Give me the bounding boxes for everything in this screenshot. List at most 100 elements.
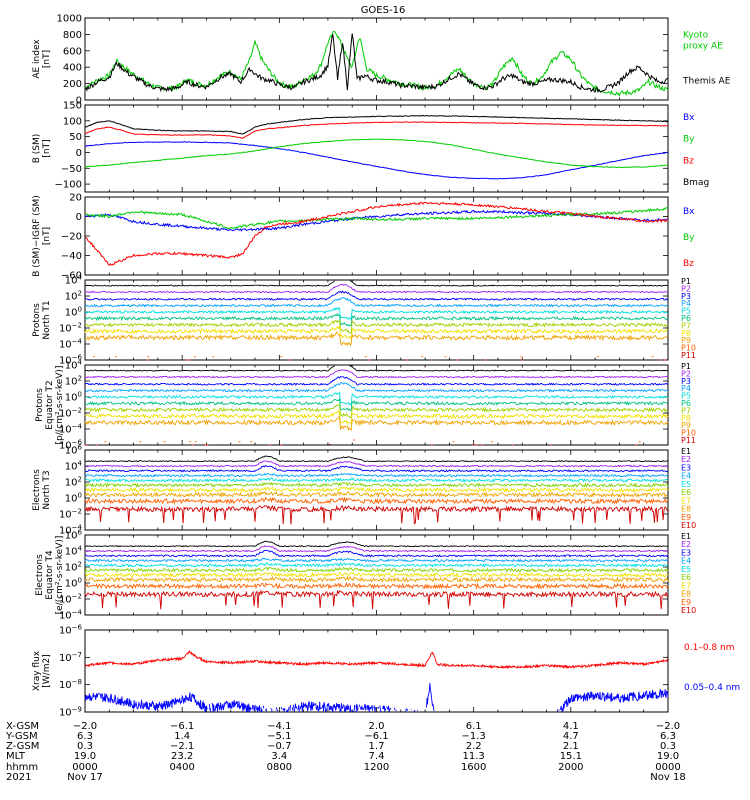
series-line [84, 472, 669, 478]
y-tick-label: 0 [76, 148, 82, 159]
legend-label: E1 [681, 532, 691, 541]
y-tick-label: 10−2 [59, 322, 82, 335]
y-axis-label: [e/(cm²-s-sr-keV)] [55, 536, 65, 615]
panel-frame [84, 196, 669, 276]
series-line [84, 325, 668, 340]
series-line [84, 382, 669, 393]
legend-label: E7 [681, 496, 691, 505]
series-line [84, 571, 669, 578]
series-line [84, 375, 669, 386]
series-line [84, 297, 669, 308]
legend-label: By [683, 233, 695, 243]
legend-label: P8 [681, 414, 691, 423]
panel-xray: 10−9 10−8 10−7 10−6 Xray flux [W/m2] 0.1–0.8 n… [32, 624, 740, 719]
series-line [84, 33, 669, 94]
legend-label: Bmag [683, 178, 709, 188]
panel-ee: 10−4 10−2 100 102 104 106 Electrons Equator T4[… [35, 529, 696, 622]
x-axis-value: 0000 [72, 762, 97, 773]
series-line [84, 540, 669, 548]
legend-label: E2 [681, 540, 691, 549]
y-tick-label: 106 [65, 444, 83, 457]
series-line [84, 460, 669, 468]
y-axis-label: North T1 [42, 300, 52, 339]
legend-label: E3 [681, 548, 691, 557]
legend-label: E9 [681, 598, 691, 607]
x-axis-value: 6.3 [660, 731, 676, 742]
legend-label: E4 [681, 557, 691, 566]
y-tick-label: 10−9 [59, 706, 82, 719]
y-axis-label: [nT] [42, 50, 52, 68]
legend-label: P6 [681, 399, 691, 408]
series-line [84, 391, 669, 407]
y-tick-label: −60 [61, 271, 82, 282]
x-axis-value: 1600 [461, 762, 486, 773]
x-axis-value: 11.3 [463, 751, 485, 762]
series-line [84, 545, 669, 553]
legend-label: proxy AE [683, 42, 723, 52]
legend-label: P1 [681, 362, 691, 371]
x-axis-value: −2.0 [73, 721, 97, 732]
legend-label: P7 [681, 321, 691, 330]
y-axis-label: Equator T4 [45, 550, 55, 600]
series-line [84, 557, 669, 563]
series-line [84, 455, 669, 463]
series-line [84, 496, 669, 505]
series-line [84, 409, 669, 425]
y-tick-label: 104 [65, 359, 83, 372]
legend-label: P7 [681, 406, 691, 415]
series-line [84, 201, 669, 266]
y-tick-label: 10−4 [59, 423, 83, 436]
x-axis-value: −6.1 [364, 731, 388, 742]
series-line [85, 319, 669, 334]
series-line [84, 114, 669, 135]
x-axis-value: 0.3 [77, 741, 93, 752]
series-line [84, 589, 669, 610]
legend-label: E3 [681, 463, 691, 472]
legend-label: E5 [681, 565, 691, 574]
y-tick-label: 100 [65, 577, 82, 590]
x-axis-value: −6.1 [170, 721, 194, 732]
y-axis-label: [p/(cm²-s-sr-keV)] [55, 366, 65, 445]
legend-label: P9 [681, 336, 691, 345]
x-axis-value: −2.1 [170, 741, 194, 752]
y-tick-label: 50 [69, 132, 82, 143]
y-tick-label: −50 [61, 164, 82, 175]
y-tick-label: 10−8 [59, 678, 82, 691]
y-axis-label: [nT] [42, 139, 52, 157]
y-tick-label: 10−2 [59, 593, 82, 606]
y-tick-label: 100 [65, 492, 82, 505]
x-axis-value: 0400 [169, 762, 194, 773]
y-tick-label: 1000 [57, 14, 82, 25]
x-axis-value: 15.1 [560, 751, 582, 762]
x-axis-row-label: Y-GSM [5, 731, 38, 742]
legend-label: Bx [683, 113, 695, 123]
y-axis-label: Protons [32, 303, 42, 337]
legend-label: P10 [681, 344, 696, 353]
legend-label: Kyoto [683, 31, 709, 41]
y-tick-label: 10−2 [59, 508, 82, 521]
panel-bigrf: −60 −40 −20 0 20 B (SM)−IGRF (SM) [nT] Bx By Bz [32, 193, 695, 282]
legend-label: Themis AE [682, 77, 731, 87]
y-axis-label: Protons [35, 388, 45, 422]
series-line [84, 283, 669, 294]
y-tick-label: 200 [63, 79, 82, 90]
y-tick-label: 400 [63, 63, 82, 74]
legend-label: P9 [681, 421, 691, 430]
y-tick-label: −40 [61, 251, 82, 262]
y-tick-label: 0 [76, 96, 82, 107]
x-axis-value: 2.2 [466, 741, 482, 752]
series-line [84, 566, 669, 573]
y-tick-label: 100 [63, 116, 82, 127]
series-line [85, 290, 669, 301]
y-tick-label: 600 [63, 46, 82, 57]
x-axis-row-label: hhmm [6, 762, 38, 773]
y-tick-label: 10−6 [59, 439, 83, 452]
legend-label: E5 [681, 480, 691, 489]
y-tick-label: 10−6 [59, 624, 83, 637]
legend-label: E6 [681, 488, 691, 497]
x-axis-value: 19.0 [74, 751, 96, 762]
panel-ae: 0 200 400 600 800 1000 AE index [nT] Kyotoproxy … [32, 14, 731, 107]
legend-label: E10 [681, 606, 696, 615]
x-axis-value: 0000 [655, 762, 680, 773]
series-line [84, 464, 669, 473]
